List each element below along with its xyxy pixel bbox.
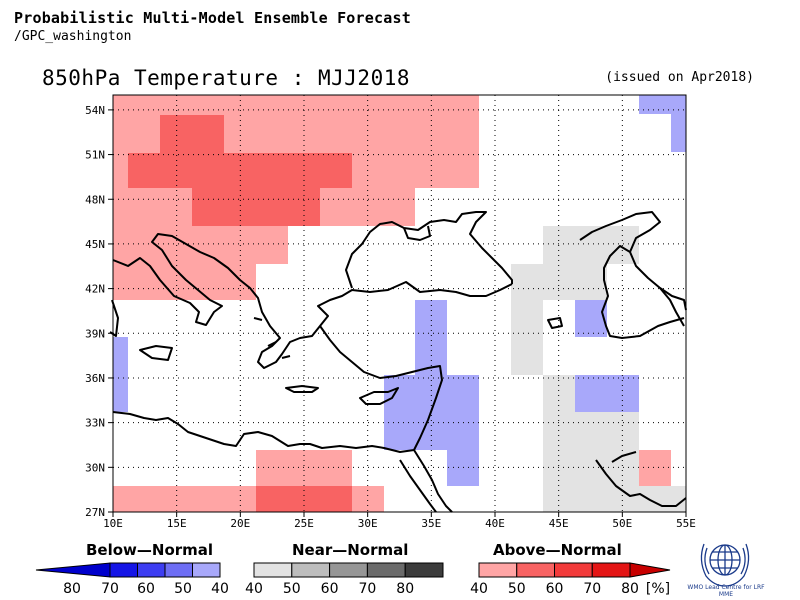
near-normal-cell: [511, 264, 607, 300]
lat-tick-label: 48N: [85, 193, 105, 206]
issued-date: (issued on Apr2018): [605, 70, 754, 85]
legend-swatch: [109, 562, 138, 578]
below-normal-cell: [415, 300, 447, 375]
above-normal-cell: [113, 226, 288, 264]
coastline-lake: [547, 317, 563, 329]
longitude-labels: 10E 15E 20E 25E 30E 35E 40E 45E 50E 55E: [103, 512, 696, 530]
legend-label: 60: [137, 581, 155, 597]
legend-label: 60: [546, 581, 564, 597]
legend-label: 40: [211, 581, 229, 597]
legend-arrow-right: [629, 562, 671, 578]
above-normal-cell: [256, 486, 352, 512]
legend-label: 70: [583, 581, 601, 597]
coastlines: [109, 211, 687, 513]
legend-label: 60: [321, 581, 339, 597]
coastline-sicily: [139, 345, 173, 361]
legend-swatch: [591, 562, 631, 578]
legend-unit: [%]: [646, 581, 670, 597]
forecast-source: /GPC_washington: [14, 29, 132, 44]
lon-tick-label: 55E: [676, 517, 696, 530]
coastline-europe: [112, 233, 513, 369]
legend-label: 80: [63, 581, 81, 597]
legend-swatch: [516, 562, 555, 578]
legend-label: 80: [621, 581, 639, 597]
wmo-logo-text: WMO Lead Centre for LRF MME: [687, 584, 765, 598]
lat-tick-label: 36N: [85, 372, 105, 385]
map-frame: [112, 94, 687, 513]
lat-tick-label: 51N: [85, 149, 105, 162]
lon-tick-label: 50E: [612, 517, 632, 530]
coastline-cyprus: [359, 387, 399, 405]
coastline-iran: [659, 287, 685, 327]
above-normal-cell: [113, 264, 256, 300]
above-normal-cell: [160, 115, 224, 153]
legend-label: 50: [508, 581, 526, 597]
lon-tick-label: 40E: [485, 517, 505, 530]
legend-swatch: [192, 562, 221, 578]
lat-tick-label: 33N: [85, 417, 105, 430]
legend-label: 40: [470, 581, 488, 597]
legend-label: 50: [283, 581, 301, 597]
legend-below-normal: 80 70 60 50 40: [35, 562, 229, 597]
legend-arrow-left: [35, 562, 111, 578]
legend-below-title: Below—Normal: [86, 541, 214, 559]
lat-tick-label: 27N: [85, 506, 105, 519]
forecast-title: Probabilistic Multi-Model Ensemble Forec…: [14, 9, 411, 27]
lon-tick-label: 10E: [103, 517, 123, 530]
lon-tick-label: 20E: [230, 517, 250, 530]
legend-swatch: [329, 562, 368, 578]
lon-tick-label: 35E: [421, 517, 441, 530]
lon-tick-label: 25E: [294, 517, 314, 530]
wmo-logo-icon: [700, 543, 750, 587]
legend-swatch: [366, 562, 406, 578]
lon-tick-label: 30E: [358, 517, 378, 530]
below-normal-cell: [575, 375, 639, 412]
lat-tick-label: 30N: [85, 461, 105, 474]
legend-near-normal: 40 50 60 70 80: [245, 562, 444, 597]
legend-swatch: [478, 562, 518, 578]
below-normal-cell: [447, 450, 479, 486]
probability-cells: [113, 95, 686, 512]
legend-label: 50: [174, 581, 192, 597]
below-normal-cell: [671, 114, 686, 152]
lat-tick-label: 54N: [85, 104, 105, 117]
legend-swatch: [291, 562, 331, 578]
lat-tick-label: 42N: [85, 283, 105, 296]
below-normal-cell: [113, 337, 128, 412]
lat-tick-label: 39N: [85, 327, 105, 340]
coastline-red-sea: [399, 449, 453, 513]
coastline-sardinia: [109, 299, 119, 337]
legend-swatch: [164, 562, 193, 578]
legend-label: 70: [358, 581, 376, 597]
near-normal-cell: [639, 486, 686, 512]
legend-near-title: Near—Normal: [292, 541, 409, 559]
coastline-black-sea: [345, 211, 513, 289]
coastline-crete: [285, 385, 319, 393]
coastline-crimea: [403, 225, 431, 241]
map-title: 850hPa Temperature : MJJ2018: [42, 66, 411, 90]
legend-above-normal: 40 50 60 70 80 [%]: [470, 562, 671, 597]
lon-tick-label: 15E: [167, 517, 187, 530]
legend-swatch: [137, 562, 166, 578]
latitude-labels: 54N 51N 48N 45N 42N 39N 36N 33N 30N 27N: [85, 104, 113, 519]
legend-swatch: [554, 562, 593, 578]
gridlines: [113, 95, 686, 512]
legend-above-title: Above—Normal: [493, 541, 622, 559]
legend-label: 70: [101, 581, 119, 597]
legend-label: 40: [245, 581, 263, 597]
coastline-caspian: [579, 211, 687, 339]
legend-swatch: [404, 562, 444, 578]
above-normal-cell: [639, 450, 671, 486]
lon-tick-label: 45E: [549, 517, 569, 530]
legend-label: 80: [396, 581, 414, 597]
near-normal-cell: [511, 300, 543, 375]
below-normal-cell: [575, 300, 607, 337]
coastline-mediterranean-south: [112, 325, 443, 453]
above-normal-cell: [192, 188, 320, 226]
lat-tick-label: 45N: [85, 238, 105, 251]
coastline-aegean-islands: [253, 317, 291, 359]
below-normal-cell: [639, 95, 686, 114]
legend-swatch: [253, 562, 293, 578]
